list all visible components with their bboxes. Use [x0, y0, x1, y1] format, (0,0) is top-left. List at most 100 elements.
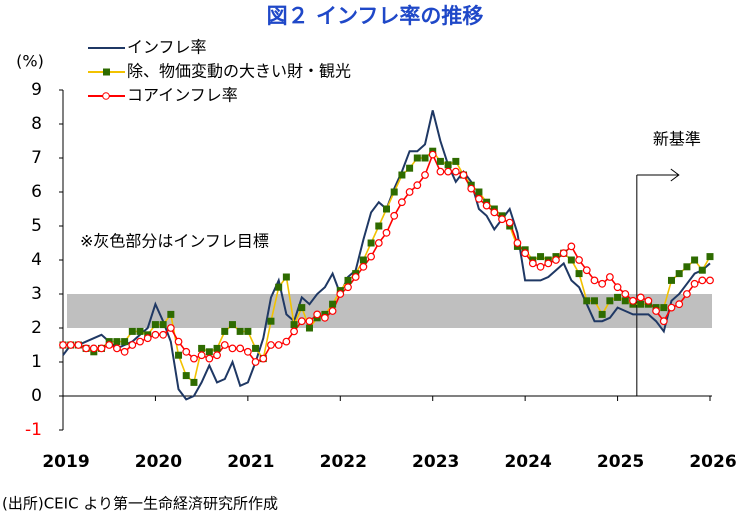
data-marker — [344, 283, 352, 292]
chart-title: 図２ インフレ率の推移 — [267, 4, 484, 28]
data-marker — [159, 321, 167, 329]
data-marker — [120, 347, 129, 356]
data-marker — [436, 167, 445, 176]
data-marker — [505, 218, 514, 227]
data-marker — [691, 256, 699, 264]
data-marker — [252, 344, 260, 352]
data-marker — [329, 300, 337, 308]
marker-label: 新基準 — [653, 130, 701, 149]
data-marker — [251, 358, 260, 366]
y-tick-label: 2 — [31, 318, 42, 338]
data-marker — [290, 327, 298, 336]
data-marker — [275, 283, 283, 291]
data-marker — [267, 317, 275, 325]
x-tick-label: 2021 — [227, 452, 274, 472]
y-tick-label: 0 — [31, 386, 42, 406]
data-marker — [236, 327, 244, 335]
data-marker — [598, 279, 607, 288]
data-marker — [374, 239, 383, 247]
data-marker — [367, 252, 375, 261]
data-marker — [552, 256, 560, 264]
data-marker — [644, 296, 653, 305]
y-tick-label: 1 — [31, 352, 42, 372]
data-marker — [605, 273, 614, 281]
data-marker — [667, 303, 676, 312]
data-marker — [221, 327, 229, 335]
data-marker — [213, 351, 221, 360]
data-marker — [467, 184, 476, 193]
data-marker — [637, 300, 645, 308]
data-marker — [228, 344, 237, 353]
data-marker — [259, 354, 268, 363]
legend-marker — [103, 68, 110, 76]
data-marker — [167, 310, 175, 318]
y-tick-label: 4 — [31, 250, 42, 270]
data-marker — [413, 181, 422, 190]
y-tick-label: 3 — [31, 284, 42, 304]
data-marker — [690, 279, 699, 288]
x-tick-label: 2024 — [504, 452, 551, 472]
data-marker — [406, 164, 414, 172]
data-marker — [197, 351, 206, 360]
data-marker — [559, 249, 568, 258]
data-marker — [590, 297, 598, 305]
series-line — [63, 152, 710, 363]
data-marker — [475, 188, 483, 196]
data-marker — [290, 321, 298, 329]
data-marker — [659, 317, 668, 326]
data-marker — [413, 154, 421, 162]
annotation: ※灰色部分はインフレ目標 — [80, 232, 269, 251]
data-marker — [182, 347, 191, 356]
data-marker — [174, 337, 183, 346]
data-marker — [274, 341, 283, 349]
data-marker — [383, 205, 390, 213]
data-marker — [151, 330, 160, 339]
data-marker — [175, 351, 183, 359]
data-marker — [113, 344, 121, 353]
data-marker — [351, 273, 360, 281]
y-tick-label: 9 — [31, 80, 42, 100]
data-marker — [236, 344, 245, 353]
data-marker — [706, 253, 714, 261]
data-marker — [536, 262, 545, 271]
data-marker — [667, 276, 675, 284]
data-marker — [567, 242, 576, 251]
data-marker — [375, 222, 383, 230]
series-line — [63, 150, 711, 384]
data-marker — [428, 150, 437, 159]
data-marker — [128, 341, 137, 349]
data-marker — [74, 341, 83, 349]
data-marker — [82, 344, 91, 353]
data-marker — [613, 283, 622, 292]
data-marker — [452, 157, 460, 165]
data-marker — [282, 273, 290, 281]
data-marker — [575, 256, 583, 264]
data-marker — [205, 354, 214, 363]
data-marker — [706, 276, 714, 285]
data-marker — [575, 270, 583, 278]
data-marker — [151, 321, 159, 329]
data-marker — [228, 321, 236, 329]
data-marker — [459, 171, 468, 179]
data-marker — [213, 344, 221, 352]
x-tick-label: 2022 — [320, 452, 367, 472]
data-marker — [421, 171, 429, 179]
data-marker — [198, 344, 206, 352]
legend-label: 除、物価変動の大きい財・観光 — [127, 62, 351, 81]
data-marker — [89, 344, 98, 353]
data-marker — [113, 338, 121, 346]
data-marker — [675, 300, 684, 309]
data-marker — [621, 290, 630, 298]
data-marker — [382, 228, 391, 237]
data-marker — [190, 378, 198, 386]
data-marker — [136, 337, 144, 346]
y-tick-label: -1 — [25, 420, 42, 440]
data-marker — [528, 259, 537, 268]
legend-item: コアインフレ率 — [88, 86, 238, 105]
data-marker — [59, 341, 67, 349]
data-marker — [498, 215, 506, 224]
data-marker — [451, 167, 460, 176]
data-marker — [683, 263, 691, 271]
data-marker — [513, 239, 522, 247]
